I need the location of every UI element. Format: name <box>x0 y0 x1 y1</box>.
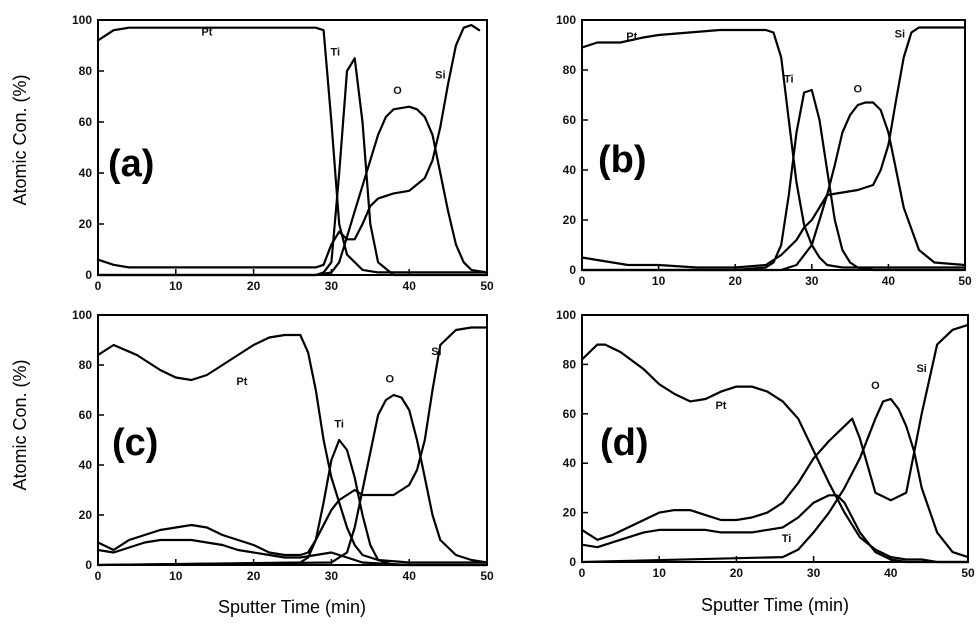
series-label: Si <box>435 70 445 82</box>
series-line-pt <box>580 28 967 269</box>
y-tick-label: 0 <box>85 558 92 572</box>
y-tick-label: 80 <box>563 63 577 77</box>
series-line-o <box>580 101 967 272</box>
y-tick-label: 100 <box>556 308 576 322</box>
x-tick-label: 10 <box>169 279 183 293</box>
y-tick-label: 20 <box>563 213 577 227</box>
x-tick-label: 30 <box>325 279 339 293</box>
y-axis-title-bottom: Atomic Con. (%) <box>10 359 30 490</box>
series-line-pt <box>96 26 489 274</box>
x-axis-title-right: Sputter Time (min) <box>701 595 849 615</box>
x-tick-label: 20 <box>247 279 261 293</box>
chart-panel: 0 10 20 30 40 50 0 20 40 60 80 100 Pt Ti O Si (d) <box>556 308 975 580</box>
series-label: Si <box>431 346 441 358</box>
x-tick-label: 50 <box>480 279 494 293</box>
series-label: Pt <box>626 31 637 43</box>
series-line-si <box>580 26 967 269</box>
plot-frame <box>97 19 488 276</box>
series-line-o <box>580 397 970 564</box>
x-tick-label: 30 <box>325 569 339 583</box>
y-tick-label: 60 <box>563 407 577 421</box>
x-tick-label: 30 <box>807 566 821 580</box>
series-line-unlabeled <box>96 538 489 567</box>
x-tick-label: 20 <box>247 569 261 583</box>
x-tick-label: 0 <box>579 566 586 580</box>
plot-frame <box>97 314 488 566</box>
y-tick-label: 80 <box>79 64 93 78</box>
series-line-pt <box>96 333 489 564</box>
series-label: Ti <box>334 419 344 431</box>
x-tick-label: 20 <box>729 274 743 288</box>
series-label: Pt <box>715 400 726 412</box>
y-tick-label: 100 <box>72 308 92 322</box>
y-tick-label: 80 <box>563 357 577 371</box>
x-axis-title-left: Sputter Time (min) <box>218 597 366 617</box>
x-tick-label: 0 <box>95 569 102 583</box>
y-tick-label: 40 <box>79 458 93 472</box>
series-line-ti <box>580 88 967 272</box>
y-axis-title-top: Atomic Con. (%) <box>10 74 30 205</box>
series-line-si <box>96 24 481 269</box>
series-label: Ti <box>782 533 792 545</box>
plot-frame <box>581 314 969 563</box>
x-tick-label: 40 <box>403 279 417 293</box>
y-tick-label: 60 <box>563 113 577 127</box>
series-label: Si <box>895 29 905 41</box>
series-label: O <box>871 380 880 392</box>
x-tick-label: 0 <box>579 274 586 288</box>
y-tick-label: 0 <box>569 263 576 277</box>
series-label: O <box>385 374 394 386</box>
series-line-si <box>580 323 970 541</box>
chart-panel: 0 10 20 30 40 50 0 20 40 60 80 100 Pt Ti O Si (a) <box>72 13 494 293</box>
series-label: O <box>393 85 402 97</box>
series-label: Ti <box>784 74 794 86</box>
series-line-ti <box>96 438 489 567</box>
x-tick-label: 40 <box>403 569 417 583</box>
y-tick-label: 40 <box>563 456 577 470</box>
y-tick-label: 40 <box>563 163 577 177</box>
y-tick-label: 60 <box>79 115 93 129</box>
series-label: Ti <box>331 47 341 59</box>
panel-label: (a) <box>108 143 154 185</box>
x-tick-label: 10 <box>169 569 183 583</box>
x-tick-label: 0 <box>95 279 102 293</box>
series-line-pt <box>580 343 970 564</box>
x-tick-label: 50 <box>961 566 975 580</box>
x-tick-label: 40 <box>882 274 896 288</box>
x-tick-label: 50 <box>958 274 972 288</box>
series-label: O <box>853 84 862 96</box>
y-tick-label: 0 <box>85 268 92 282</box>
x-tick-label: 10 <box>652 274 666 288</box>
series-label: Pt <box>236 376 247 388</box>
y-tick-label: 40 <box>79 166 93 180</box>
panel-label: (b) <box>598 139 647 181</box>
y-tick-label: 20 <box>79 508 93 522</box>
x-tick-label: 20 <box>730 566 744 580</box>
x-tick-label: 30 <box>805 274 819 288</box>
y-tick-label: 20 <box>563 506 577 520</box>
y-tick-label: 0 <box>569 555 576 569</box>
y-tick-label: 100 <box>72 13 92 27</box>
series-line-o <box>96 105 489 277</box>
series-label: Si <box>916 363 926 375</box>
y-tick-label: 80 <box>79 358 93 372</box>
y-tick-label: 60 <box>79 408 93 422</box>
x-tick-label: 10 <box>653 566 667 580</box>
y-tick-label: 20 <box>79 217 93 231</box>
chart-panel: 0 10 20 30 40 50 0 20 40 60 80 100 Pt Ti O Si (b) <box>556 13 972 288</box>
y-tick-label: 100 <box>556 13 576 27</box>
series-label: Pt <box>201 26 212 38</box>
x-tick-label: 40 <box>884 566 898 580</box>
series-line-ti <box>580 494 970 564</box>
series-line-si <box>96 326 489 557</box>
x-tick-label: 50 <box>480 569 494 583</box>
chart-panel: 0 10 20 30 40 50 0 20 40 60 80 100 Pt Ti O Si (c) <box>72 308 494 583</box>
series-line-o <box>96 393 489 567</box>
panel-label: (c) <box>112 422 158 464</box>
panel-label: (d) <box>600 422 649 464</box>
